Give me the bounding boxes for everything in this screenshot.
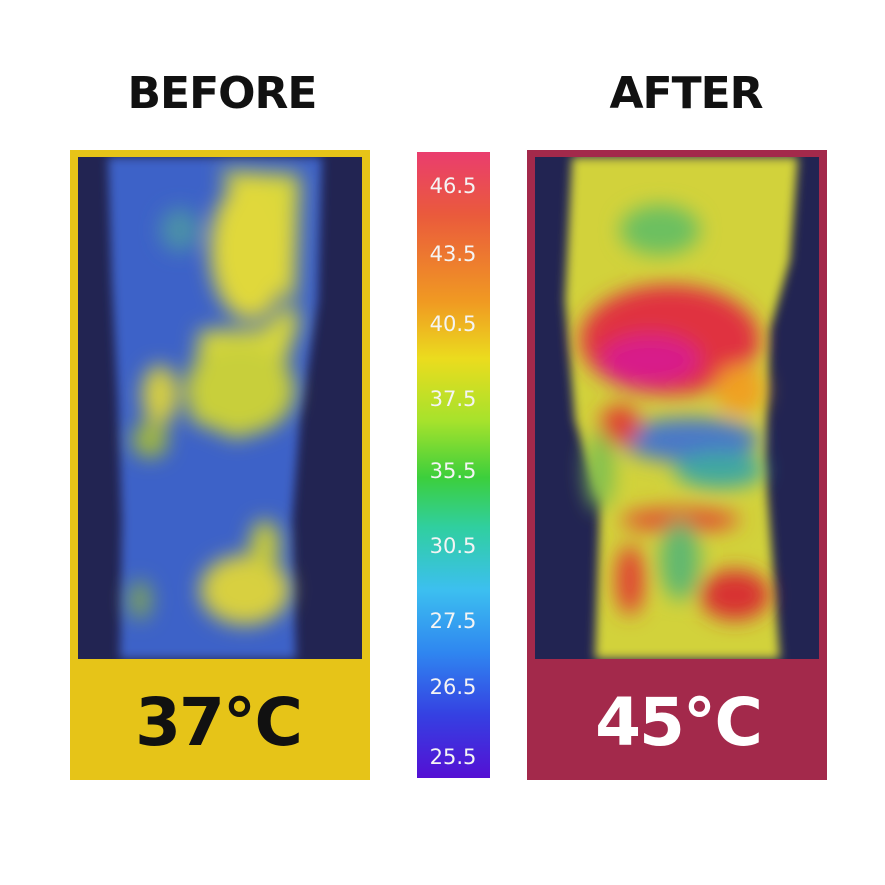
after-temperature: 45℃ — [595, 684, 761, 761]
scale-label: 37.5 — [430, 387, 477, 411]
before-thermal-image — [78, 157, 362, 659]
before-title: BEFORE — [128, 68, 317, 119]
scale-label: 40.5 — [430, 312, 477, 336]
scale-label: 27.5 — [430, 609, 477, 633]
after-panel: 45℃ — [527, 150, 827, 780]
after-thermal-image — [535, 157, 819, 659]
scale-label: 43.5 — [430, 242, 477, 266]
after-title: AFTER — [609, 68, 762, 119]
scale-label: 35.5 — [430, 459, 477, 483]
scale-label: 46.5 — [430, 174, 477, 198]
before-panel: 37℃ — [70, 150, 370, 780]
temperature-scale: 46.5 43.5 40.5 37.5 35.5 30.5 27.5 26.5 … — [417, 152, 490, 778]
scale-label: 25.5 — [430, 745, 477, 769]
scale-label: 30.5 — [430, 534, 477, 558]
scale-label: 26.5 — [430, 675, 477, 699]
before-temperature: 37℃ — [135, 684, 301, 761]
scale-gradient — [417, 152, 490, 778]
